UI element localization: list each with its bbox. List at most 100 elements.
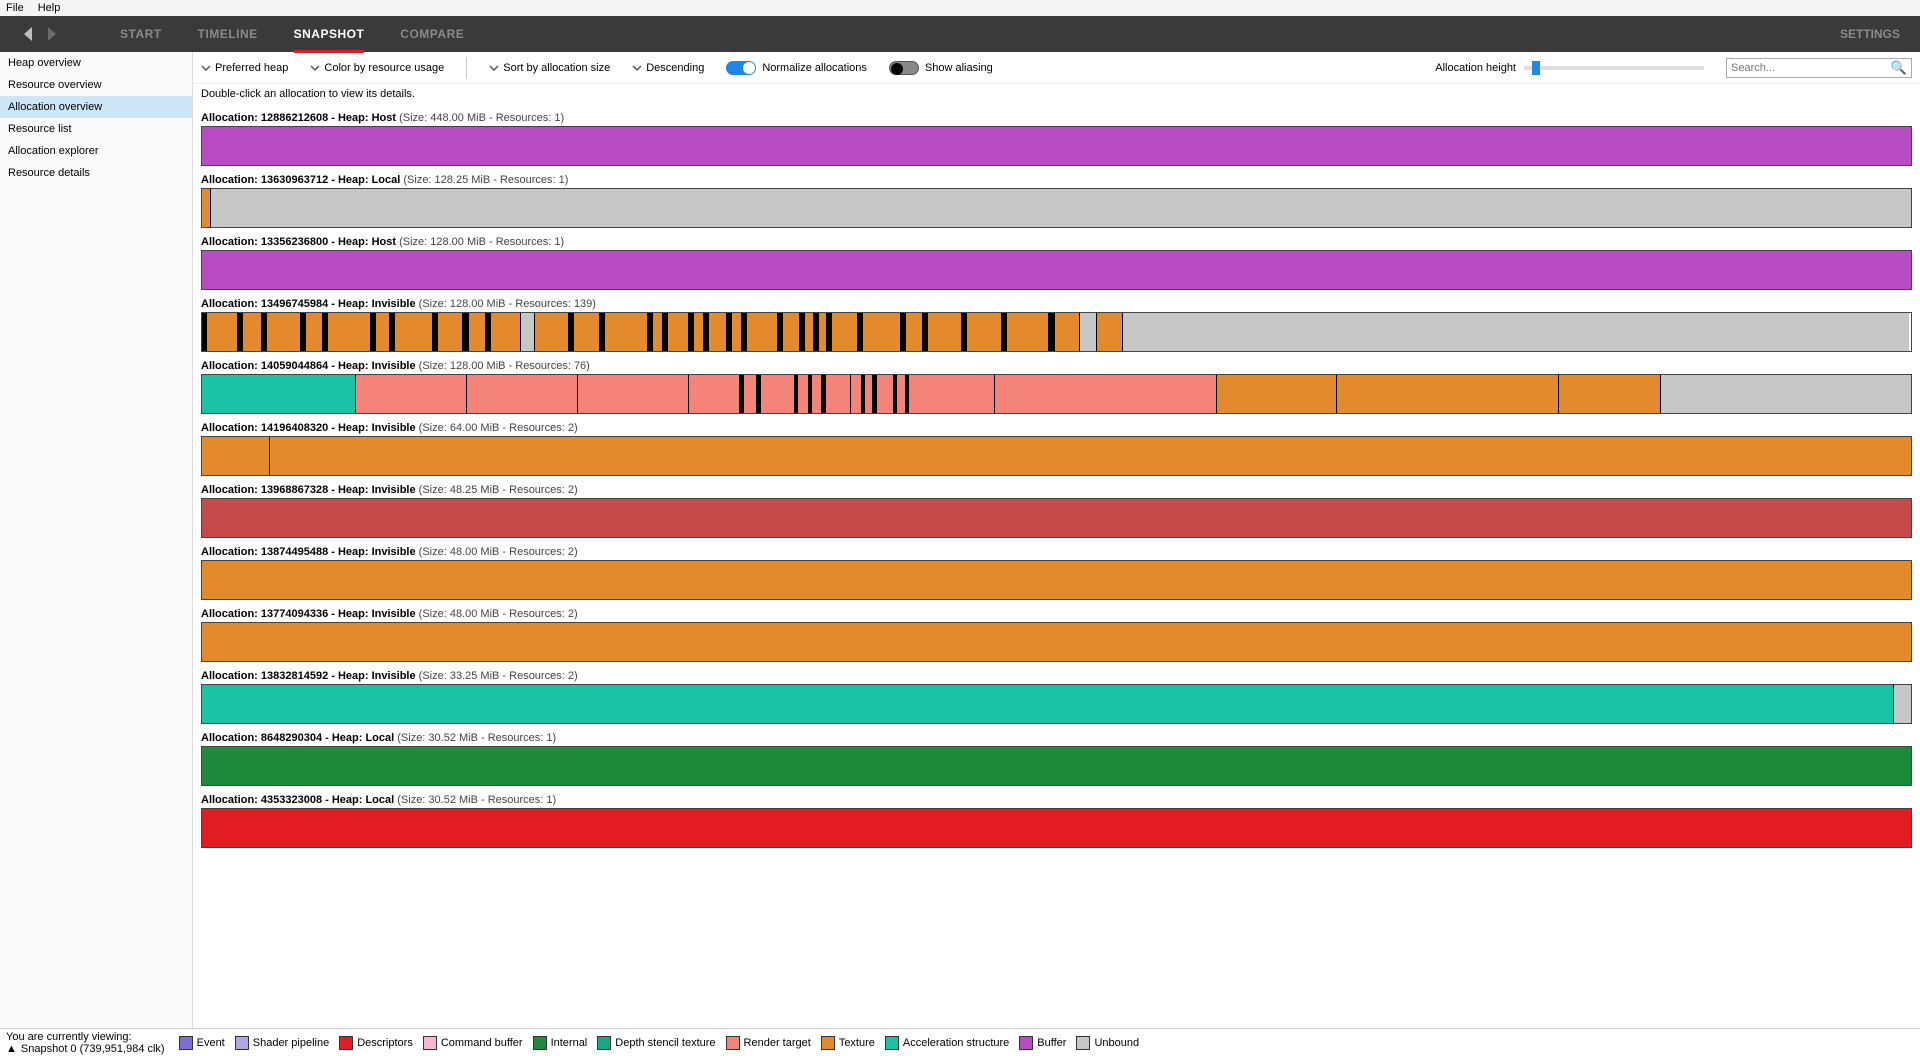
search-icon[interactable]: 🔍 xyxy=(1891,60,1907,76)
sidebar-item-resource-overview[interactable]: Resource overview xyxy=(0,74,192,96)
allocation-segment[interactable] xyxy=(783,313,800,351)
toggle-normalize[interactable] xyxy=(726,61,756,75)
allocation-segment[interactable] xyxy=(832,313,858,351)
allocation-segment[interactable] xyxy=(906,313,923,351)
allocation-segment[interactable] xyxy=(812,375,822,413)
allocation-segment[interactable] xyxy=(521,313,535,351)
allocation-bar[interactable] xyxy=(201,312,1912,352)
filter-order[interactable]: Descending xyxy=(632,62,704,74)
allocation-segment[interactable] xyxy=(202,561,1911,599)
allocation-segment[interactable] xyxy=(535,313,569,351)
allocation-segment[interactable] xyxy=(798,375,808,413)
allocation-segment[interactable] xyxy=(202,251,1911,289)
allocation-segment[interactable] xyxy=(202,809,1911,847)
allocation-segment[interactable] xyxy=(491,313,522,351)
allocation-segment[interactable] xyxy=(744,375,758,413)
allocation-segment[interactable] xyxy=(376,313,390,351)
allocation-segment[interactable] xyxy=(897,375,906,413)
allocation-segment[interactable] xyxy=(653,313,663,351)
menu-help[interactable]: Help xyxy=(38,2,61,14)
allocation-segment[interactable] xyxy=(202,623,1911,661)
allocation-bar[interactable] xyxy=(201,250,1912,290)
allocation-block[interactable]: Allocation: 13832814592 - Heap: Invisibl… xyxy=(201,668,1912,724)
allocation-segment[interactable] xyxy=(1080,313,1097,351)
sidebar-item-resource-details[interactable]: Resource details xyxy=(0,162,192,184)
allocation-segment[interactable] xyxy=(270,437,1911,475)
allocation-segment[interactable] xyxy=(689,375,740,413)
nav-back-icon[interactable] xyxy=(20,25,38,43)
allocation-segment[interactable] xyxy=(356,375,467,413)
allocation-segment[interactable] xyxy=(928,313,962,351)
allocation-segment[interactable] xyxy=(761,375,795,413)
allocation-segment[interactable] xyxy=(243,313,262,351)
allocation-bar[interactable] xyxy=(201,746,1912,786)
allocation-segment[interactable] xyxy=(1661,375,1912,413)
allocation-segment[interactable] xyxy=(732,313,742,351)
search-input[interactable] xyxy=(1731,62,1891,74)
allocation-segment[interactable] xyxy=(668,313,689,351)
allocation-bar[interactable] xyxy=(201,126,1912,166)
allocation-bar[interactable] xyxy=(201,188,1912,228)
allocation-segment[interactable] xyxy=(202,685,1894,723)
sidebar-item-heap-overview[interactable]: Heap overview xyxy=(0,52,192,74)
allocation-segment[interactable] xyxy=(909,375,994,413)
allocation-segment[interactable] xyxy=(395,313,433,351)
allocation-segment[interactable] xyxy=(851,375,861,413)
allocation-segment[interactable] xyxy=(1337,375,1559,413)
allocation-segment[interactable] xyxy=(467,375,578,413)
allocation-block[interactable]: Allocation: 14196408320 - Heap: Invisibl… xyxy=(201,420,1912,476)
toggle-aliasing[interactable] xyxy=(889,61,919,75)
allocation-block[interactable]: Allocation: 4353323008 - Heap: Local (Si… xyxy=(201,792,1912,848)
allocation-segment[interactable] xyxy=(202,127,1911,165)
allocation-block[interactable]: Allocation: 14059044864 - Heap: Invisibl… xyxy=(201,358,1912,414)
allocation-bar[interactable] xyxy=(201,374,1912,414)
allocation-segment[interactable] xyxy=(805,313,814,351)
allocation-segment[interactable] xyxy=(438,313,464,351)
allocation-segment[interactable] xyxy=(202,747,1911,785)
allocation-segment[interactable] xyxy=(863,313,901,351)
allocation-block[interactable]: Allocation: 13968867328 - Heap: Invisibl… xyxy=(201,482,1912,538)
allocation-segment[interactable] xyxy=(1007,313,1050,351)
allocation-segment[interactable] xyxy=(819,313,828,351)
sidebar-item-allocation-overview[interactable]: Allocation overview xyxy=(0,96,192,118)
allocation-block[interactable]: Allocation: 13774094336 - Heap: Invisibl… xyxy=(201,606,1912,662)
allocation-segment[interactable] xyxy=(267,313,301,351)
allocation-segment[interactable] xyxy=(1055,313,1081,351)
allocation-segment[interactable] xyxy=(747,313,778,351)
allocation-height-slider[interactable] xyxy=(1524,66,1704,70)
allocation-bar[interactable] xyxy=(201,498,1912,538)
allocation-bar[interactable] xyxy=(201,622,1912,662)
allocation-segment[interactable] xyxy=(578,375,689,413)
allocation-segment[interactable] xyxy=(1123,313,1909,351)
allocation-segment[interactable] xyxy=(574,313,600,351)
allocation-block[interactable]: Allocation: 13630963712 - Heap: Local (S… xyxy=(201,172,1912,228)
search-box[interactable]: 🔍 xyxy=(1726,58,1912,78)
nav-tab-snapshot[interactable]: SNAPSHOT xyxy=(294,17,365,51)
allocation-segment[interactable] xyxy=(1097,313,1123,351)
allocation-list[interactable]: Allocation: 12886212608 - Heap: Host (Si… xyxy=(193,104,1920,1028)
nav-tab-timeline[interactable]: TIMELINE xyxy=(198,17,258,51)
allocation-segment[interactable] xyxy=(328,313,371,351)
allocation-bar[interactable] xyxy=(201,436,1912,476)
allocation-block[interactable]: Allocation: 13356236800 - Heap: Host (Si… xyxy=(201,234,1912,290)
allocation-block[interactable]: Allocation: 12886212608 - Heap: Host (Si… xyxy=(201,110,1912,166)
nav-settings[interactable]: SETTINGS xyxy=(1840,27,1900,41)
allocation-segment[interactable] xyxy=(1559,375,1662,413)
filter-sort-by[interactable]: Sort by allocation size xyxy=(489,62,610,74)
allocation-segment[interactable] xyxy=(207,313,238,351)
nav-tab-start[interactable]: START xyxy=(120,17,162,51)
allocation-segment[interactable] xyxy=(694,313,704,351)
sidebar-item-allocation-explorer[interactable]: Allocation explorer xyxy=(0,140,192,162)
allocation-bar[interactable] xyxy=(201,808,1912,848)
allocation-segment[interactable] xyxy=(605,313,648,351)
nav-forward-icon[interactable] xyxy=(42,25,60,43)
allocation-segment[interactable] xyxy=(865,375,874,413)
nav-tab-compare[interactable]: COMPARE xyxy=(400,17,464,51)
allocation-segment[interactable] xyxy=(709,313,726,351)
filter-color-by[interactable]: Color by resource usage xyxy=(310,62,444,74)
allocation-segment[interactable] xyxy=(1217,375,1337,413)
allocation-segment[interactable] xyxy=(202,375,356,413)
allocation-segment[interactable] xyxy=(202,189,211,227)
allocation-block[interactable]: Allocation: 8648290304 - Heap: Local (Si… xyxy=(201,730,1912,786)
sidebar-item-resource-list[interactable]: Resource list xyxy=(0,118,192,140)
